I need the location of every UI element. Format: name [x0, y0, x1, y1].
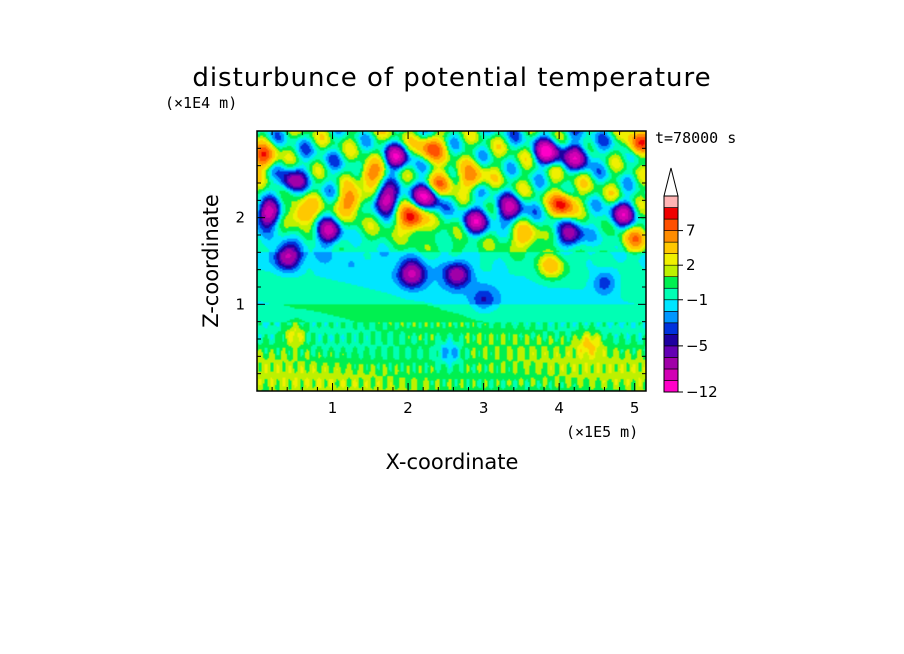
colorbar-swatch: [663, 299, 679, 312]
colorbar-swatch: [663, 368, 679, 381]
y-axis: 12: [235, 147, 646, 375]
colorbar-swatch: [663, 276, 679, 289]
colorbar-swatch: [663, 322, 679, 335]
colorbar-label: 2: [686, 256, 696, 274]
colorbar-swatch: [663, 264, 679, 278]
x-unit-label: (×1E5 m): [566, 423, 638, 441]
colorbar-swatch: [663, 380, 679, 393]
y-axis-label: Z-coordinate: [199, 194, 223, 328]
x-tick-label: 2: [403, 399, 413, 417]
colorbar-swatch: [663, 345, 679, 358]
colorbar-swatch: [663, 241, 679, 254]
colorbar-swatch: [663, 334, 679, 347]
x-tick-label: 3: [479, 399, 489, 417]
colorbar-swatch: [663, 253, 679, 266]
contour-field: [257, 131, 646, 391]
colorbar-extend-arrow: [663, 167, 679, 197]
colorbar-label: −1: [686, 291, 708, 309]
colorbar-swatch: [663, 310, 679, 324]
colorbar-swatch: [663, 287, 679, 301]
colorbar-label: −5: [686, 337, 708, 355]
colorbar-swatch: [663, 218, 679, 231]
chart-title: disturbunce of potential temperature: [192, 63, 711, 93]
colorbar-swatch: [663, 357, 679, 370]
plot-area: [256, 130, 647, 392]
colorbar: 7 2 −1 −5 −12: [663, 167, 718, 401]
x-axis-label: X-coordinate: [386, 450, 519, 474]
colorbar-swatch: [663, 207, 679, 220]
colorbar-frame: [663, 195, 679, 393]
y-tick-label: 2: [235, 209, 245, 227]
colorbar-swatch: [663, 230, 679, 243]
y-unit-label: (×1E4 m): [165, 94, 237, 112]
x-tick-label: 4: [554, 399, 564, 417]
x-tick-label: 5: [630, 399, 640, 417]
x-tick-label: 1: [328, 399, 338, 417]
colorbar-label: −12: [686, 383, 718, 401]
time-label: t=78000 s: [655, 129, 736, 147]
colorbar-label: 7: [686, 222, 696, 240]
plot-frame: [256, 130, 647, 392]
y-tick-label: 1: [235, 295, 245, 313]
x-axis: 1 2 3 4 5: [271, 131, 640, 417]
colorbar-swatch: [663, 195, 679, 208]
